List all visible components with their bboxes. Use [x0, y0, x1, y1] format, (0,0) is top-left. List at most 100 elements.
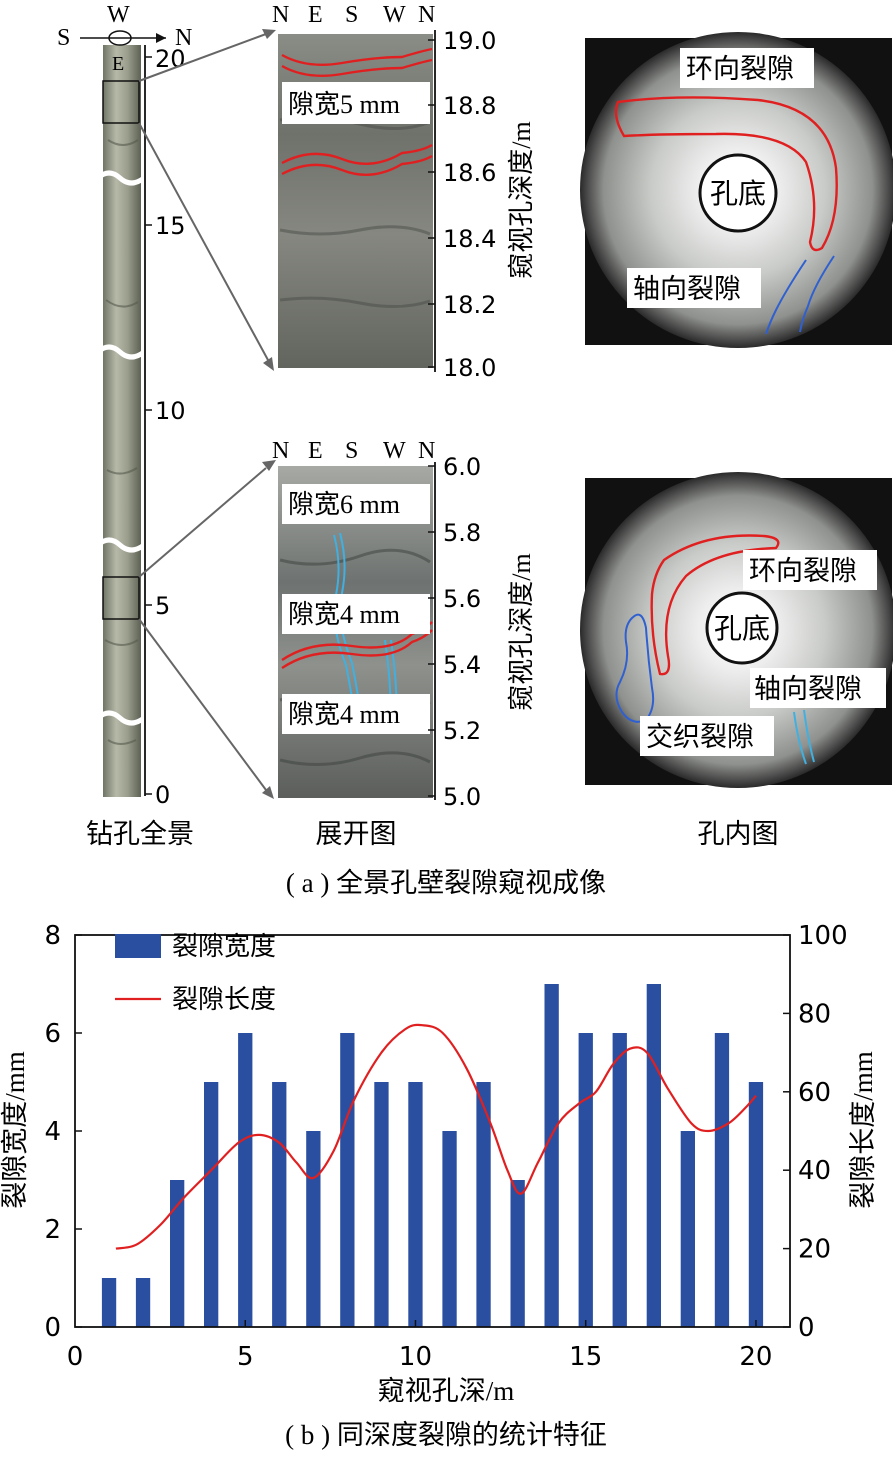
- crack-width-annotation: 隙宽4 mm: [288, 700, 400, 729]
- direction-label: E: [308, 2, 323, 28]
- zoom-box-upper: [102, 80, 140, 124]
- crack-width-annotation: 隙宽5 mm: [288, 90, 400, 119]
- borehole-tick-label: 15: [155, 212, 186, 240]
- borehole-panorama: S W N E 20 15 10: [57, 2, 194, 849]
- unroll-tick-label: 5.4: [443, 651, 481, 679]
- ring-crack-label: 环向裂隙: [686, 54, 794, 84]
- label-box: [750, 668, 886, 708]
- unroll-label: 展开图: [316, 819, 397, 849]
- borehole-tick-label: 0: [155, 781, 170, 809]
- bar-width-4: [204, 1082, 219, 1327]
- y-left-tick-label: 8: [44, 921, 61, 951]
- axial-crack: [793, 709, 815, 765]
- unroll-tick-label: 6.0: [443, 453, 481, 481]
- direction-label: N: [272, 2, 289, 28]
- label-box: [680, 48, 814, 88]
- bar-width-2: [135, 1278, 151, 1327]
- unroll-tick-label: 18.2: [443, 291, 496, 319]
- bar-width-14: [544, 984, 559, 1327]
- x-tick-label: 10: [399, 1342, 432, 1372]
- crack-width-annotation: 隙宽6 mm: [288, 490, 400, 519]
- bar-width-6: [272, 1082, 287, 1327]
- direction-label: W: [383, 2, 406, 28]
- compass-s: S: [57, 25, 70, 51]
- direction-label: S: [345, 438, 358, 464]
- unroll-tick-label: 5.2: [443, 717, 481, 745]
- hole-view-lower: 孔底 环向裂隙 轴向裂隙 交织裂隙: [580, 472, 893, 788]
- bar-width-18: [680, 1131, 695, 1327]
- borehole-tick-marks: [145, 56, 152, 795]
- interwoven-crack-label: 交织裂隙: [646, 722, 754, 752]
- interwoven-crack: [615, 613, 655, 723]
- zoom-leaders: [138, 29, 276, 799]
- direction-label: S: [345, 2, 358, 28]
- break-marks: [96, 170, 146, 726]
- label-box: [640, 716, 774, 756]
- annotation-box: [282, 594, 430, 634]
- length-line: [115, 1023, 757, 1250]
- direction-label: E: [308, 438, 323, 464]
- axial-crack-label: 轴向裂隙: [754, 674, 862, 704]
- hole-bottom-label: 孔底: [710, 178, 766, 210]
- annotation-box: [282, 82, 430, 124]
- bar-width-16: [612, 1033, 627, 1327]
- x-tick-label: 20: [739, 1342, 772, 1372]
- hole-bottom-ring: [698, 153, 778, 233]
- y-left-axis-title: 裂隙宽度/mm: [0, 1051, 30, 1209]
- borehole-texture: [104, 139, 139, 745]
- bar-width-11: [442, 1131, 457, 1327]
- x-tick-label: 5: [237, 1342, 254, 1372]
- borehole-tick-label: 20: [155, 45, 186, 73]
- y-right-tick-label: 40: [798, 1156, 831, 1186]
- ring-crack-label: 环向裂隙: [749, 556, 857, 586]
- panel-a: S W N E 20 15 10: [57, 2, 893, 898]
- compass: S W N E: [57, 2, 192, 75]
- zoom-box-lower: [102, 576, 140, 620]
- y-left-tick-label: 4: [44, 1117, 61, 1147]
- bar-width-9: [374, 1082, 389, 1327]
- annotation-box: [282, 484, 430, 524]
- unroll-tick-label: 5.6: [443, 585, 481, 613]
- ring-crack: [281, 47, 433, 77]
- unroll-tick-label: 19.0: [443, 27, 496, 55]
- unroll-axis-title: 窥视孔深度/m: [507, 553, 536, 710]
- y-right-tick-label: 80: [798, 999, 831, 1029]
- hole-label: 孔内图: [698, 819, 779, 849]
- borehole-depth-axis: 20 15 10 5 0: [144, 45, 186, 809]
- panel-b-caption: ( b ) 同深度裂隙的统计特征: [285, 1420, 607, 1450]
- width-bars: [101, 984, 764, 1327]
- y-left-tick-label: 2: [44, 1215, 61, 1245]
- bar-width-8: [340, 1033, 355, 1327]
- unroll-tick-label: 18.6: [443, 159, 496, 187]
- compass-arrow: [156, 33, 166, 43]
- axial-crack-label: 轴向裂隙: [633, 274, 741, 304]
- hole-bottom-label: 孔底: [714, 613, 770, 645]
- compass-ring: [108, 30, 132, 46]
- compass-n: N: [175, 25, 192, 51]
- label-box: [743, 550, 877, 590]
- direction-label: N: [418, 2, 435, 28]
- legend-label-width: 裂隙宽度: [172, 932, 276, 961]
- y-left-tick-label: 0: [44, 1313, 61, 1343]
- unroll-direction-labels-lower: N E S W N: [272, 438, 435, 464]
- borehole-label: 钻孔全景: [86, 819, 194, 849]
- bar-width-20: [748, 1082, 764, 1327]
- ring-crack: [281, 143, 433, 176]
- direction-label: W: [383, 438, 406, 464]
- legend-label-length: 裂隙长度: [172, 985, 276, 1014]
- bar-width-15: [578, 1033, 593, 1327]
- y-right-tick-label: 100: [798, 921, 848, 951]
- bar-width-19: [714, 1033, 730, 1327]
- x-tick-label: 15: [569, 1342, 602, 1372]
- panel-b-chart: 0 5 10 15 20 0 2 4 6 8 0 20 40 60 80 100 裂隙宽度 裂隙长度 窥视…: [0, 921, 878, 1450]
- unroll-tick-label: 5.0: [443, 783, 481, 811]
- legend: 裂隙宽度 裂隙长度: [115, 932, 276, 1014]
- hole-view-upper: 孔底 环向裂隙 轴向裂隙: [580, 32, 893, 348]
- x-tick-label: 0: [67, 1342, 84, 1372]
- compass-w: W: [107, 2, 130, 28]
- label-box: [627, 268, 761, 308]
- unroll-direction-labels-upper: N E S W N: [272, 2, 435, 28]
- y-right-axis-title: 裂隙长度/mm: [848, 1051, 878, 1209]
- unroll-upper-ticks: [428, 39, 435, 368]
- bar-width-10: [408, 1082, 423, 1327]
